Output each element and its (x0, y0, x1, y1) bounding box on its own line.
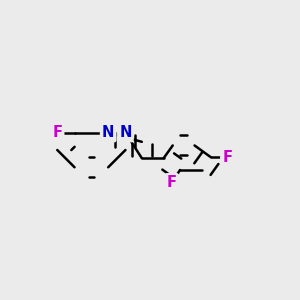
Text: F: F (52, 125, 62, 140)
Text: F: F (222, 150, 232, 165)
Text: N: N (102, 125, 114, 140)
Text: F: F (167, 175, 177, 190)
Text: N: N (119, 125, 132, 140)
